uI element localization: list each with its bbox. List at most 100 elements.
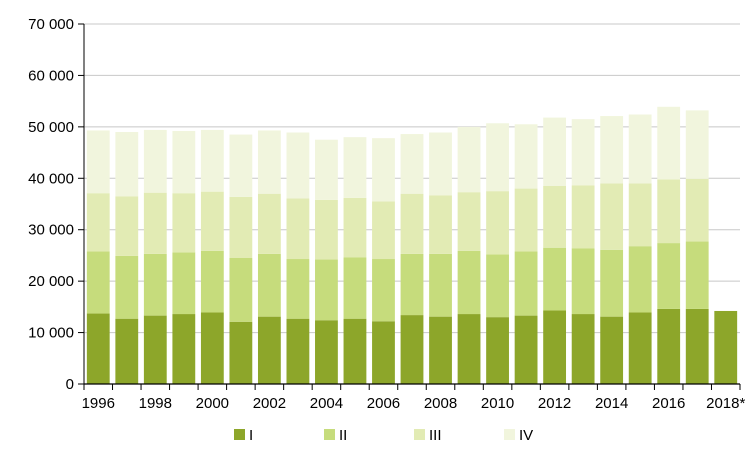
x-tick-label: 1996 bbox=[82, 395, 115, 412]
y-axis-tick-labels: 0 10 000 20 000 30 000 40 000 50 000 60 000 70 … bbox=[28, 16, 74, 393]
bar-segment-ii-2010 bbox=[486, 254, 509, 318]
bar-segment-iii-2015 bbox=[628, 183, 652, 247]
bar-segment-iv-2017 bbox=[685, 110, 709, 179]
bar-segment-iv-1997 bbox=[115, 132, 139, 197]
y-tick-label: 30 000 bbox=[28, 222, 74, 239]
bar-segment-ii-2008 bbox=[429, 253, 452, 317]
legend-label-i: I bbox=[249, 427, 253, 444]
bar-segment-i-2014 bbox=[600, 316, 624, 384]
bar-segment-i-2017 bbox=[685, 308, 709, 384]
bar-segment-iii-2016 bbox=[657, 179, 681, 244]
bar-segment-ii-2015 bbox=[628, 246, 652, 313]
legend-swatch-iii bbox=[414, 429, 425, 440]
bar-segment-ii-2016 bbox=[657, 243, 681, 309]
bar-segment-i-2016 bbox=[657, 308, 681, 384]
bar-segment-i-2013 bbox=[571, 314, 595, 384]
bar-segment-i-2008 bbox=[429, 316, 452, 384]
bar-segment-iv-2003 bbox=[286, 132, 310, 199]
bar-segment-iv-2013 bbox=[571, 119, 595, 186]
bar-segment-iv-2005 bbox=[343, 137, 367, 198]
x-axis-tick-labels: 1996 1998 2000 2002 2004 2006 2008 2010 2012 2014… bbox=[82, 395, 746, 412]
bar-segment-iii-2004 bbox=[315, 199, 338, 260]
bar-segment-i-2003 bbox=[286, 318, 310, 384]
bar-segment-i-2005 bbox=[343, 318, 367, 384]
bar-segment-iii-1999 bbox=[172, 193, 196, 253]
bar-segment-i-1997 bbox=[115, 318, 139, 384]
bar-segment-iv-2001 bbox=[229, 134, 253, 197]
bar-segment-iv-2009 bbox=[457, 126, 481, 193]
bar-segment-i-1999 bbox=[172, 314, 196, 384]
bar-segment-i-2009 bbox=[457, 314, 481, 384]
bar-segment-iv-2002 bbox=[257, 130, 281, 194]
bar-segment-iii-1997 bbox=[115, 196, 139, 256]
x-tick-label: 2000 bbox=[196, 395, 229, 412]
bar-segment-i-2006 bbox=[372, 321, 395, 384]
bar-segment-i-2004 bbox=[315, 320, 338, 384]
bar-segment-ii-2013 bbox=[571, 248, 595, 315]
bar-segment-iii-2011 bbox=[514, 188, 538, 252]
bar-segment-iii-2005 bbox=[343, 197, 367, 258]
bar-segment-i-2001 bbox=[229, 321, 253, 384]
bar-segment-iv-2014 bbox=[600, 116, 624, 184]
bar-segment-iv-2006 bbox=[372, 138, 395, 202]
bar-segment-iv-2011 bbox=[514, 124, 538, 189]
bar-segment-iv-2010 bbox=[486, 123, 509, 192]
legend-label-iv: IV bbox=[519, 427, 533, 444]
bar-segment-ii-2001 bbox=[229, 258, 253, 322]
bar-segment-ii-2006 bbox=[372, 259, 395, 322]
x-tick-label: 2012 bbox=[538, 395, 571, 412]
bar-segment-i-2002 bbox=[257, 316, 281, 384]
bar-segment-i-2000 bbox=[200, 312, 224, 384]
bar-segment-i-2010 bbox=[486, 317, 509, 384]
legend-swatch-iv bbox=[504, 429, 515, 440]
bar-segment-i-2018 bbox=[714, 310, 738, 384]
bar-segment-iv-2008 bbox=[429, 132, 452, 196]
x-tick-label: 2016 bbox=[652, 395, 685, 412]
y-tick-label: 40 000 bbox=[28, 170, 74, 187]
bar-segment-ii-2014 bbox=[600, 249, 624, 317]
bar-segment-iii-2013 bbox=[571, 185, 595, 249]
x-tick-label: 2018* bbox=[706, 395, 745, 412]
bar-segment-iii-2014 bbox=[600, 183, 624, 250]
bar-segment-ii-2004 bbox=[315, 259, 338, 321]
y-tick-label: 0 bbox=[66, 376, 74, 393]
bar-segment-iii-2010 bbox=[486, 191, 509, 255]
bar-segment-i-2011 bbox=[514, 315, 538, 384]
bar-segment-ii-1998 bbox=[143, 253, 167, 316]
axes bbox=[78, 23, 741, 390]
bar-segment-ii-2012 bbox=[543, 247, 567, 311]
bar-segment-ii-2011 bbox=[514, 251, 538, 316]
bar-segment-iv-2012 bbox=[543, 117, 567, 186]
bar-segment-iv-2004 bbox=[315, 139, 338, 200]
x-tick-label: 2004 bbox=[310, 395, 343, 412]
bar-segment-iii-2006 bbox=[372, 201, 395, 260]
y-tick-label: 50 000 bbox=[28, 119, 74, 136]
bar-segment-i-2007 bbox=[400, 315, 424, 384]
bar-segment-iii-2009 bbox=[457, 192, 481, 251]
bar-segment-ii-1999 bbox=[172, 252, 196, 315]
legend-label-ii: II bbox=[339, 427, 347, 444]
bar-segment-ii-2005 bbox=[343, 257, 367, 319]
bar-segment-iv-1996 bbox=[86, 130, 110, 194]
x-tick-label: 2002 bbox=[253, 395, 286, 412]
y-tick-label: 10 000 bbox=[28, 325, 74, 342]
legend-label-iii: III bbox=[429, 427, 442, 444]
bar-segment-iii-2001 bbox=[229, 196, 253, 258]
bar-segment-iii-2000 bbox=[200, 191, 224, 251]
y-tick-label: 20 000 bbox=[28, 273, 74, 290]
legend-swatch-i bbox=[234, 429, 245, 440]
bar-segment-iii-2017 bbox=[685, 178, 709, 242]
bar-segment-iii-1996 bbox=[86, 193, 110, 252]
bar-segment-iv-1998 bbox=[143, 129, 167, 193]
bar-segment-i-2015 bbox=[628, 312, 652, 384]
bar-segment-iv-2007 bbox=[400, 134, 424, 194]
x-tick-label: 2006 bbox=[367, 395, 400, 412]
bar-segment-ii-2003 bbox=[286, 259, 310, 319]
bar-segment-ii-2000 bbox=[200, 250, 224, 313]
bars bbox=[86, 106, 738, 384]
bar-segment-iii-2008 bbox=[429, 195, 452, 254]
y-tick-label: 60 000 bbox=[28, 67, 74, 84]
bar-segment-i-1996 bbox=[86, 313, 110, 384]
bar-segment-ii-2007 bbox=[400, 253, 424, 316]
